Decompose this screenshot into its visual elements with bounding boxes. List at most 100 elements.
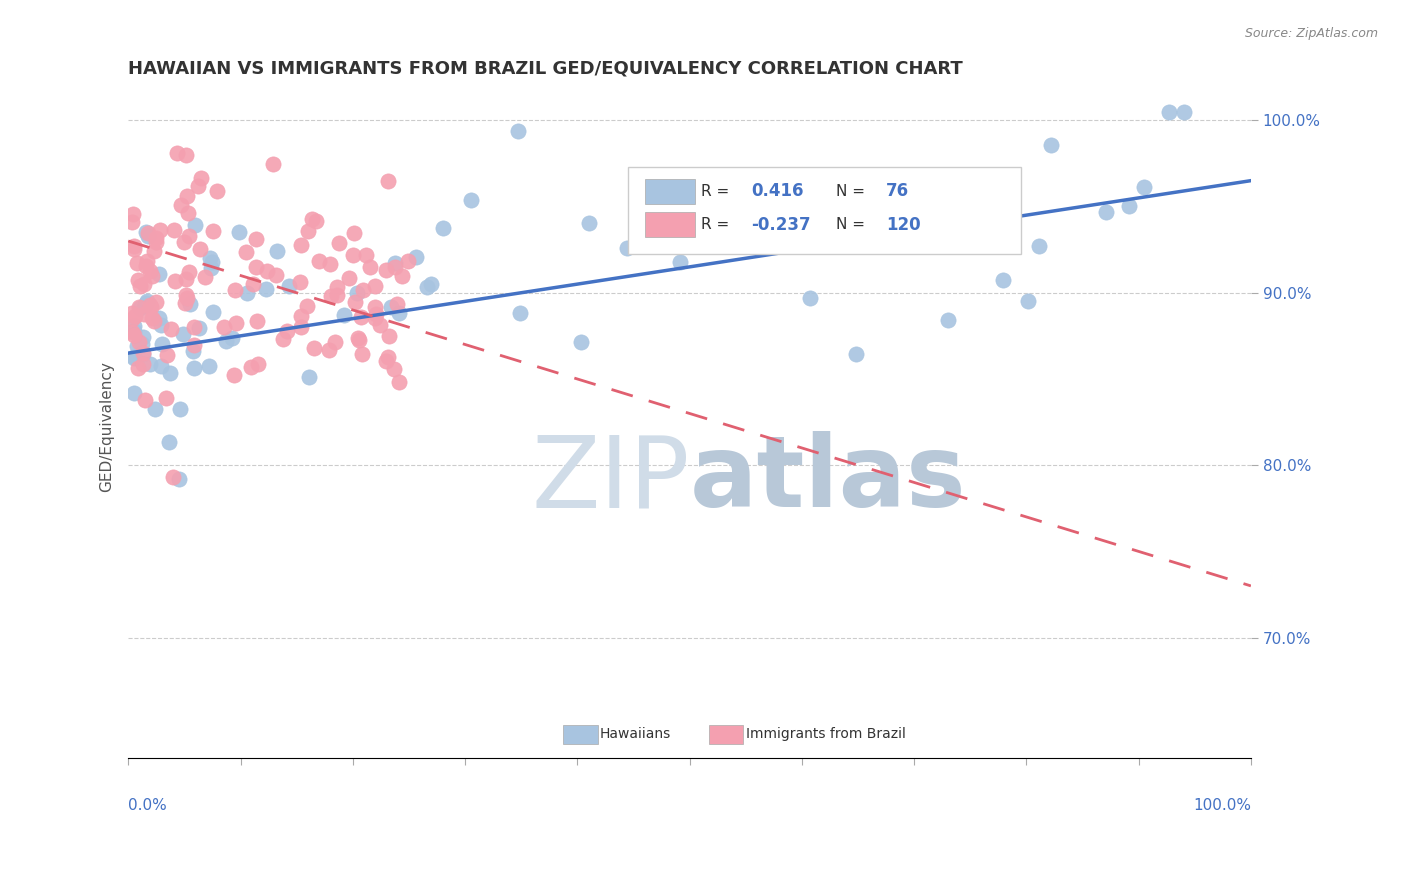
Point (121, 214, 143, 228)
Point (136, 228, 159, 243)
Point (128, 334, 150, 349)
Point (416, 280, 439, 294)
Point (132, 329, 155, 343)
Point (177, 265, 200, 279)
FancyBboxPatch shape (709, 725, 744, 744)
Point (131, 345, 153, 359)
Point (135, 259, 157, 273)
Point (384, 260, 406, 274)
Point (122, 319, 145, 334)
Point (149, 223, 172, 237)
Point (994, 202, 1017, 216)
Point (221, 331, 243, 345)
Point (162, 469, 184, 483)
Point (385, 297, 408, 311)
Point (235, 285, 257, 300)
Point (342, 248, 364, 262)
Point (205, 184, 228, 198)
Point (346, 331, 368, 345)
Point (155, 391, 177, 405)
Point (318, 343, 340, 357)
Point (643, 211, 665, 225)
Point (578, 216, 600, 230)
Text: Immigrants from Brazil: Immigrants from Brazil (745, 728, 905, 741)
Point (212, 320, 235, 334)
Point (388, 375, 411, 389)
Point (184, 218, 207, 232)
Point (1159, 104, 1181, 119)
Text: HAWAIIAN VS IMMIGRANTS FROM BRAZIL GED/EQUIVALENCY CORRELATION CHART: HAWAIIAN VS IMMIGRANTS FROM BRAZIL GED/E… (128, 60, 963, 78)
Point (343, 227, 366, 241)
Point (420, 277, 443, 292)
Point (141, 268, 163, 283)
Point (380, 300, 402, 314)
Point (991, 272, 1014, 286)
Point (378, 329, 401, 343)
FancyBboxPatch shape (645, 178, 695, 204)
Text: 120: 120 (886, 216, 921, 234)
Point (143, 402, 166, 417)
Point (121, 325, 143, 339)
Text: 76: 76 (886, 182, 910, 201)
Point (141, 300, 163, 314)
Point (149, 318, 172, 333)
Point (172, 326, 194, 341)
Point (228, 225, 250, 239)
Point (122, 328, 145, 343)
Point (359, 260, 381, 275)
Point (148, 310, 170, 325)
Point (387, 306, 409, 320)
Point (143, 244, 166, 258)
Point (135, 253, 157, 268)
Point (262, 157, 284, 171)
Point (141, 310, 163, 325)
Point (264, 268, 287, 282)
Point (295, 299, 318, 313)
Point (122, 238, 145, 252)
Point (245, 260, 267, 274)
Point (215, 334, 238, 348)
Point (343, 295, 366, 310)
FancyBboxPatch shape (562, 725, 598, 744)
Point (308, 254, 330, 268)
Point (364, 279, 387, 293)
Point (188, 321, 211, 335)
Point (328, 235, 350, 250)
Point (1095, 204, 1118, 219)
Point (239, 359, 262, 374)
Point (150, 336, 173, 351)
Point (1039, 137, 1062, 152)
Point (174, 147, 197, 161)
Point (246, 313, 269, 327)
Point (179, 229, 201, 244)
Point (364, 311, 387, 326)
Point (375, 262, 398, 277)
Text: Hawaiians: Hawaiians (600, 728, 671, 741)
Point (391, 269, 413, 284)
Point (460, 194, 482, 208)
Point (121, 306, 143, 320)
Point (177, 205, 200, 219)
Point (319, 289, 342, 303)
Point (200, 261, 222, 276)
Point (246, 357, 269, 371)
Point (169, 402, 191, 417)
Point (225, 316, 247, 330)
Point (224, 368, 246, 383)
Point (127, 339, 149, 353)
Point (129, 301, 152, 315)
Point (127, 273, 149, 287)
Text: Source: ZipAtlas.com: Source: ZipAtlas.com (1244, 27, 1378, 40)
Point (290, 238, 312, 252)
Point (198, 359, 221, 373)
Point (143, 313, 166, 327)
Point (271, 332, 294, 346)
Point (122, 324, 145, 338)
Point (166, 145, 188, 160)
Point (183, 319, 205, 334)
Point (167, 472, 190, 486)
Point (139, 298, 162, 312)
Point (127, 361, 149, 376)
Point (509, 306, 531, 320)
Text: R =: R = (700, 184, 734, 199)
